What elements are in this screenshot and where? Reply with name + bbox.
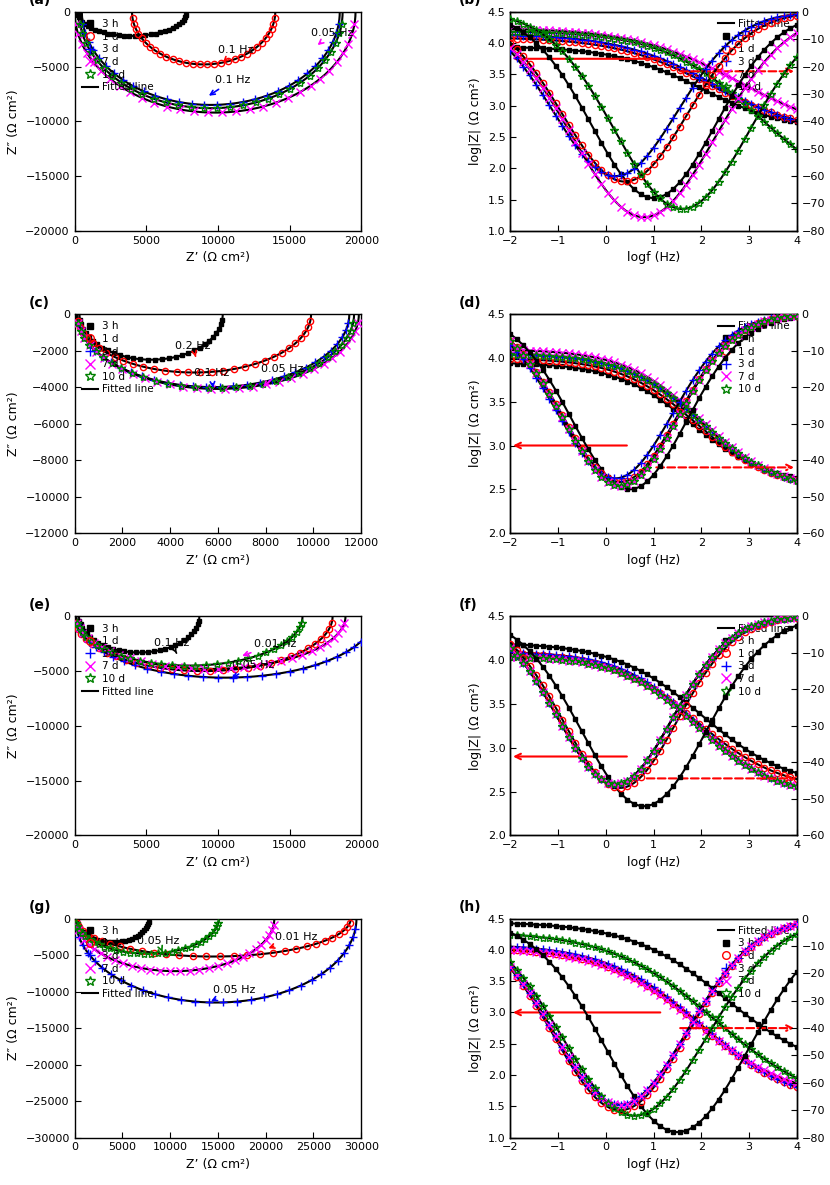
X-axis label: Z’ (Ω cm²): Z’ (Ω cm²) xyxy=(186,553,250,566)
Legend: Fitted line, 3 h, 1 d, 3 d, 7 d, 10 d: Fitted line, 3 h, 1 d, 3 d, 7 d, 10 d xyxy=(716,17,792,95)
Text: (f): (f) xyxy=(459,598,477,611)
Legend: 3 h, 1 d, 3 d, 7 d, 10 d, Fitted line: 3 h, 1 d, 3 d, 7 d, 10 d, Fitted line xyxy=(80,622,155,699)
Text: 0.01 Hz: 0.01 Hz xyxy=(244,639,296,655)
Text: (h): (h) xyxy=(459,901,481,914)
Text: (c): (c) xyxy=(29,296,50,309)
Y-axis label: log|Z| (Ω cm²): log|Z| (Ω cm²) xyxy=(469,683,482,770)
Text: 0.05 Hz: 0.05 Hz xyxy=(137,936,179,952)
Text: 0.1 Hz: 0.1 Hz xyxy=(194,369,229,386)
X-axis label: logf (Hz): logf (Hz) xyxy=(627,856,680,869)
Y-axis label: log|Z| (Ω cm²): log|Z| (Ω cm²) xyxy=(469,985,482,1072)
Y-axis label: log|Z| (Ω cm²): log|Z| (Ω cm²) xyxy=(469,77,482,165)
Legend: Fitted line, 3 h, 1 d, 3 d, 7 d, 10 d: Fitted line, 3 h, 1 d, 3 d, 7 d, 10 d xyxy=(716,924,792,1001)
X-axis label: Z’ (Ω cm²): Z’ (Ω cm²) xyxy=(186,856,250,869)
Y-axis label: Z″ (Ω cm²): Z″ (Ω cm²) xyxy=(7,391,20,456)
Text: 0.01 Hz: 0.01 Hz xyxy=(270,933,318,948)
Text: 0.05 Hz: 0.05 Hz xyxy=(212,985,256,1000)
Y-axis label: Z″ (Ω cm²): Z″ (Ω cm²) xyxy=(7,693,20,758)
Legend: 3 h, 1 d, 3 d, 7 d, 10 d, Fitted line: 3 h, 1 d, 3 d, 7 d, 10 d, Fitted line xyxy=(80,17,155,95)
Text: 0.05 Hz: 0.05 Hz xyxy=(232,660,275,678)
X-axis label: logf (Hz): logf (Hz) xyxy=(627,553,680,566)
X-axis label: Z’ (Ω cm²): Z’ (Ω cm²) xyxy=(186,1158,250,1171)
Text: 0.05 Hz: 0.05 Hz xyxy=(261,365,303,386)
X-axis label: logf (Hz): logf (Hz) xyxy=(627,251,680,264)
Legend: 3 h, 1 d, 3 d, 7 d, 10 d, Fitted line: 3 h, 1 d, 3 d, 7 d, 10 d, Fitted line xyxy=(80,924,155,1001)
Legend: 3 h, 1 d, 3 d, 7 d, 10 d, Fitted line: 3 h, 1 d, 3 d, 7 d, 10 d, Fitted line xyxy=(80,319,155,397)
Text: (e): (e) xyxy=(29,598,51,611)
Text: 0.05 Hz: 0.05 Hz xyxy=(311,28,354,44)
Y-axis label: Z″ (Ω cm²): Z″ (Ω cm²) xyxy=(7,89,20,154)
Text: (b): (b) xyxy=(459,0,481,7)
Text: 0.1 Hz: 0.1 Hz xyxy=(210,75,251,95)
Text: (g): (g) xyxy=(29,901,51,914)
Legend: Fitted line, 3 h, 1 d, 3 d, 7 d, 10 d: Fitted line, 3 h, 1 d, 3 d, 7 d, 10 d xyxy=(716,622,792,699)
Text: 0.1 Hz: 0.1 Hz xyxy=(218,45,253,62)
Legend: Fitted line, 3 h, 1 d, 3 d, 7 d, 10 d: Fitted line, 3 h, 1 d, 3 d, 7 d, 10 d xyxy=(716,319,792,397)
X-axis label: Z’ (Ω cm²): Z’ (Ω cm²) xyxy=(186,251,250,264)
Text: 0.2 Hz: 0.2 Hz xyxy=(175,341,211,357)
Text: 0.1 Hz: 0.1 Hz xyxy=(154,638,189,653)
Y-axis label: Z″ (Ω cm²): Z″ (Ω cm²) xyxy=(7,995,20,1061)
X-axis label: logf (Hz): logf (Hz) xyxy=(627,1158,680,1171)
Text: (d): (d) xyxy=(459,296,481,309)
Text: (a): (a) xyxy=(29,0,51,7)
Y-axis label: log|Z| (Ω cm²): log|Z| (Ω cm²) xyxy=(469,379,482,467)
